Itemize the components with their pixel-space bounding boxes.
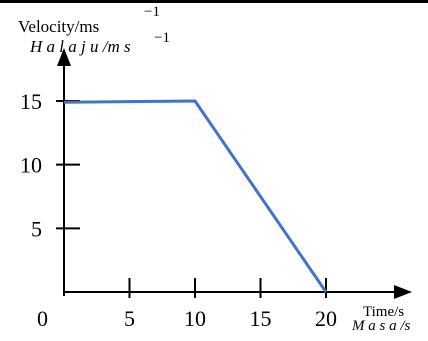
origin-label: 0: [37, 306, 48, 331]
x-axis-arrowhead: [394, 285, 412, 299]
y-tick-label: 5: [31, 216, 42, 241]
velocity-line: [63, 99, 328, 293]
y-axis-label-exponent: −1: [144, 4, 160, 20]
x-tick-label: 10: [184, 306, 206, 331]
x-tick-label: 15: [250, 306, 272, 331]
y-axis-arrowhead: [57, 48, 71, 66]
y-tick-label: 10: [20, 153, 42, 178]
y-axis-label-malay: H a l a j u /m s: [29, 37, 131, 56]
y-axis-label-malay-exponent: −1: [154, 30, 170, 46]
y-tick-label: 15: [20, 89, 42, 114]
y-axis-label: Velocity/ms: [18, 17, 99, 36]
x-axis-label-malay: M a s a /s: [351, 318, 411, 334]
x-tick-label: 5: [124, 306, 135, 331]
top-border-line: [0, 0, 428, 3]
x-tick-label: 20: [315, 306, 337, 331]
x-axis-label: Time/s: [363, 304, 404, 320]
